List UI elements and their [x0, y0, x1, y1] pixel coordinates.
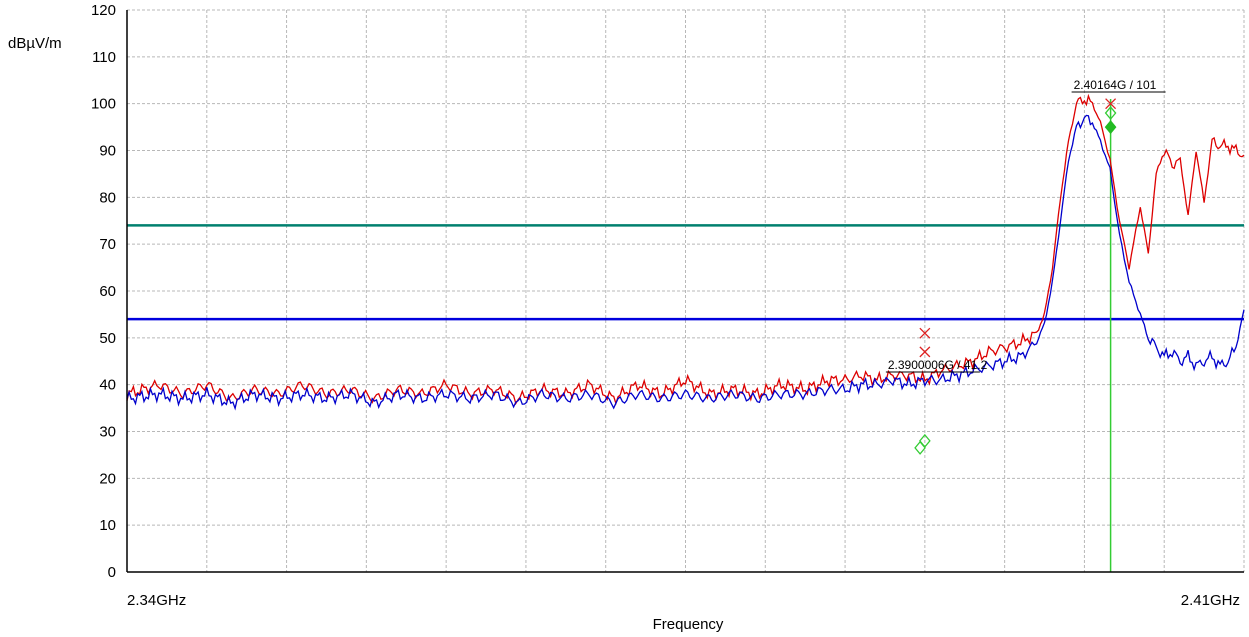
series-line-0 [126, 93, 1245, 406]
x-tick-label-start: 2.34GHz [127, 592, 186, 609]
marker-symbols [914, 98, 1117, 455]
x-tick-label-end: 2.41GHz [1181, 592, 1240, 609]
series [126, 93, 1245, 411]
y-tick-label-8: 80 [99, 189, 116, 206]
y-tick-label-9: 90 [99, 143, 116, 160]
y-tick-labels: 0 10 20 30 40 50 60 70 80 90 100 110 120 [91, 2, 116, 581]
marker-x-4 [1105, 98, 1117, 110]
marker-x-0 [919, 327, 931, 339]
y-tick-label-4: 40 [99, 377, 116, 394]
x-axis-label: Frequency [653, 616, 724, 633]
marker-labels: 2.40164G / 101 2.3900006G / 41.2 [885, 78, 1166, 373]
marker-label-1: 2.3900006G / 41.2 [888, 358, 988, 372]
y-tick-label-10: 100 [91, 96, 116, 113]
y-tick-label-5: 50 [99, 330, 116, 347]
y-axis-label: dBµV/m [8, 35, 62, 52]
marker-diamond-3 [914, 440, 926, 455]
marker-diamond-5 [1104, 106, 1117, 121]
grid [127, 9, 1245, 572]
marker-label-0: 2.40164G / 101 [1074, 78, 1157, 92]
y-tick-label-3: 30 [99, 424, 116, 441]
marker-x-1 [919, 346, 931, 358]
y-tick-label-2: 20 [99, 470, 116, 487]
series-line-1 [126, 114, 1245, 411]
y-tick-label-7: 70 [99, 236, 116, 253]
y-tick-label-12: 120 [91, 2, 116, 19]
y-tick-label-0: 0 [108, 564, 116, 581]
y-tick-label-6: 60 [99, 283, 116, 300]
marker-diamond-6 [1104, 120, 1117, 135]
y-tick-label-11: 110 [92, 49, 116, 66]
axes [126, 10, 1244, 573]
y-tick-label-1: 10 [99, 517, 116, 534]
